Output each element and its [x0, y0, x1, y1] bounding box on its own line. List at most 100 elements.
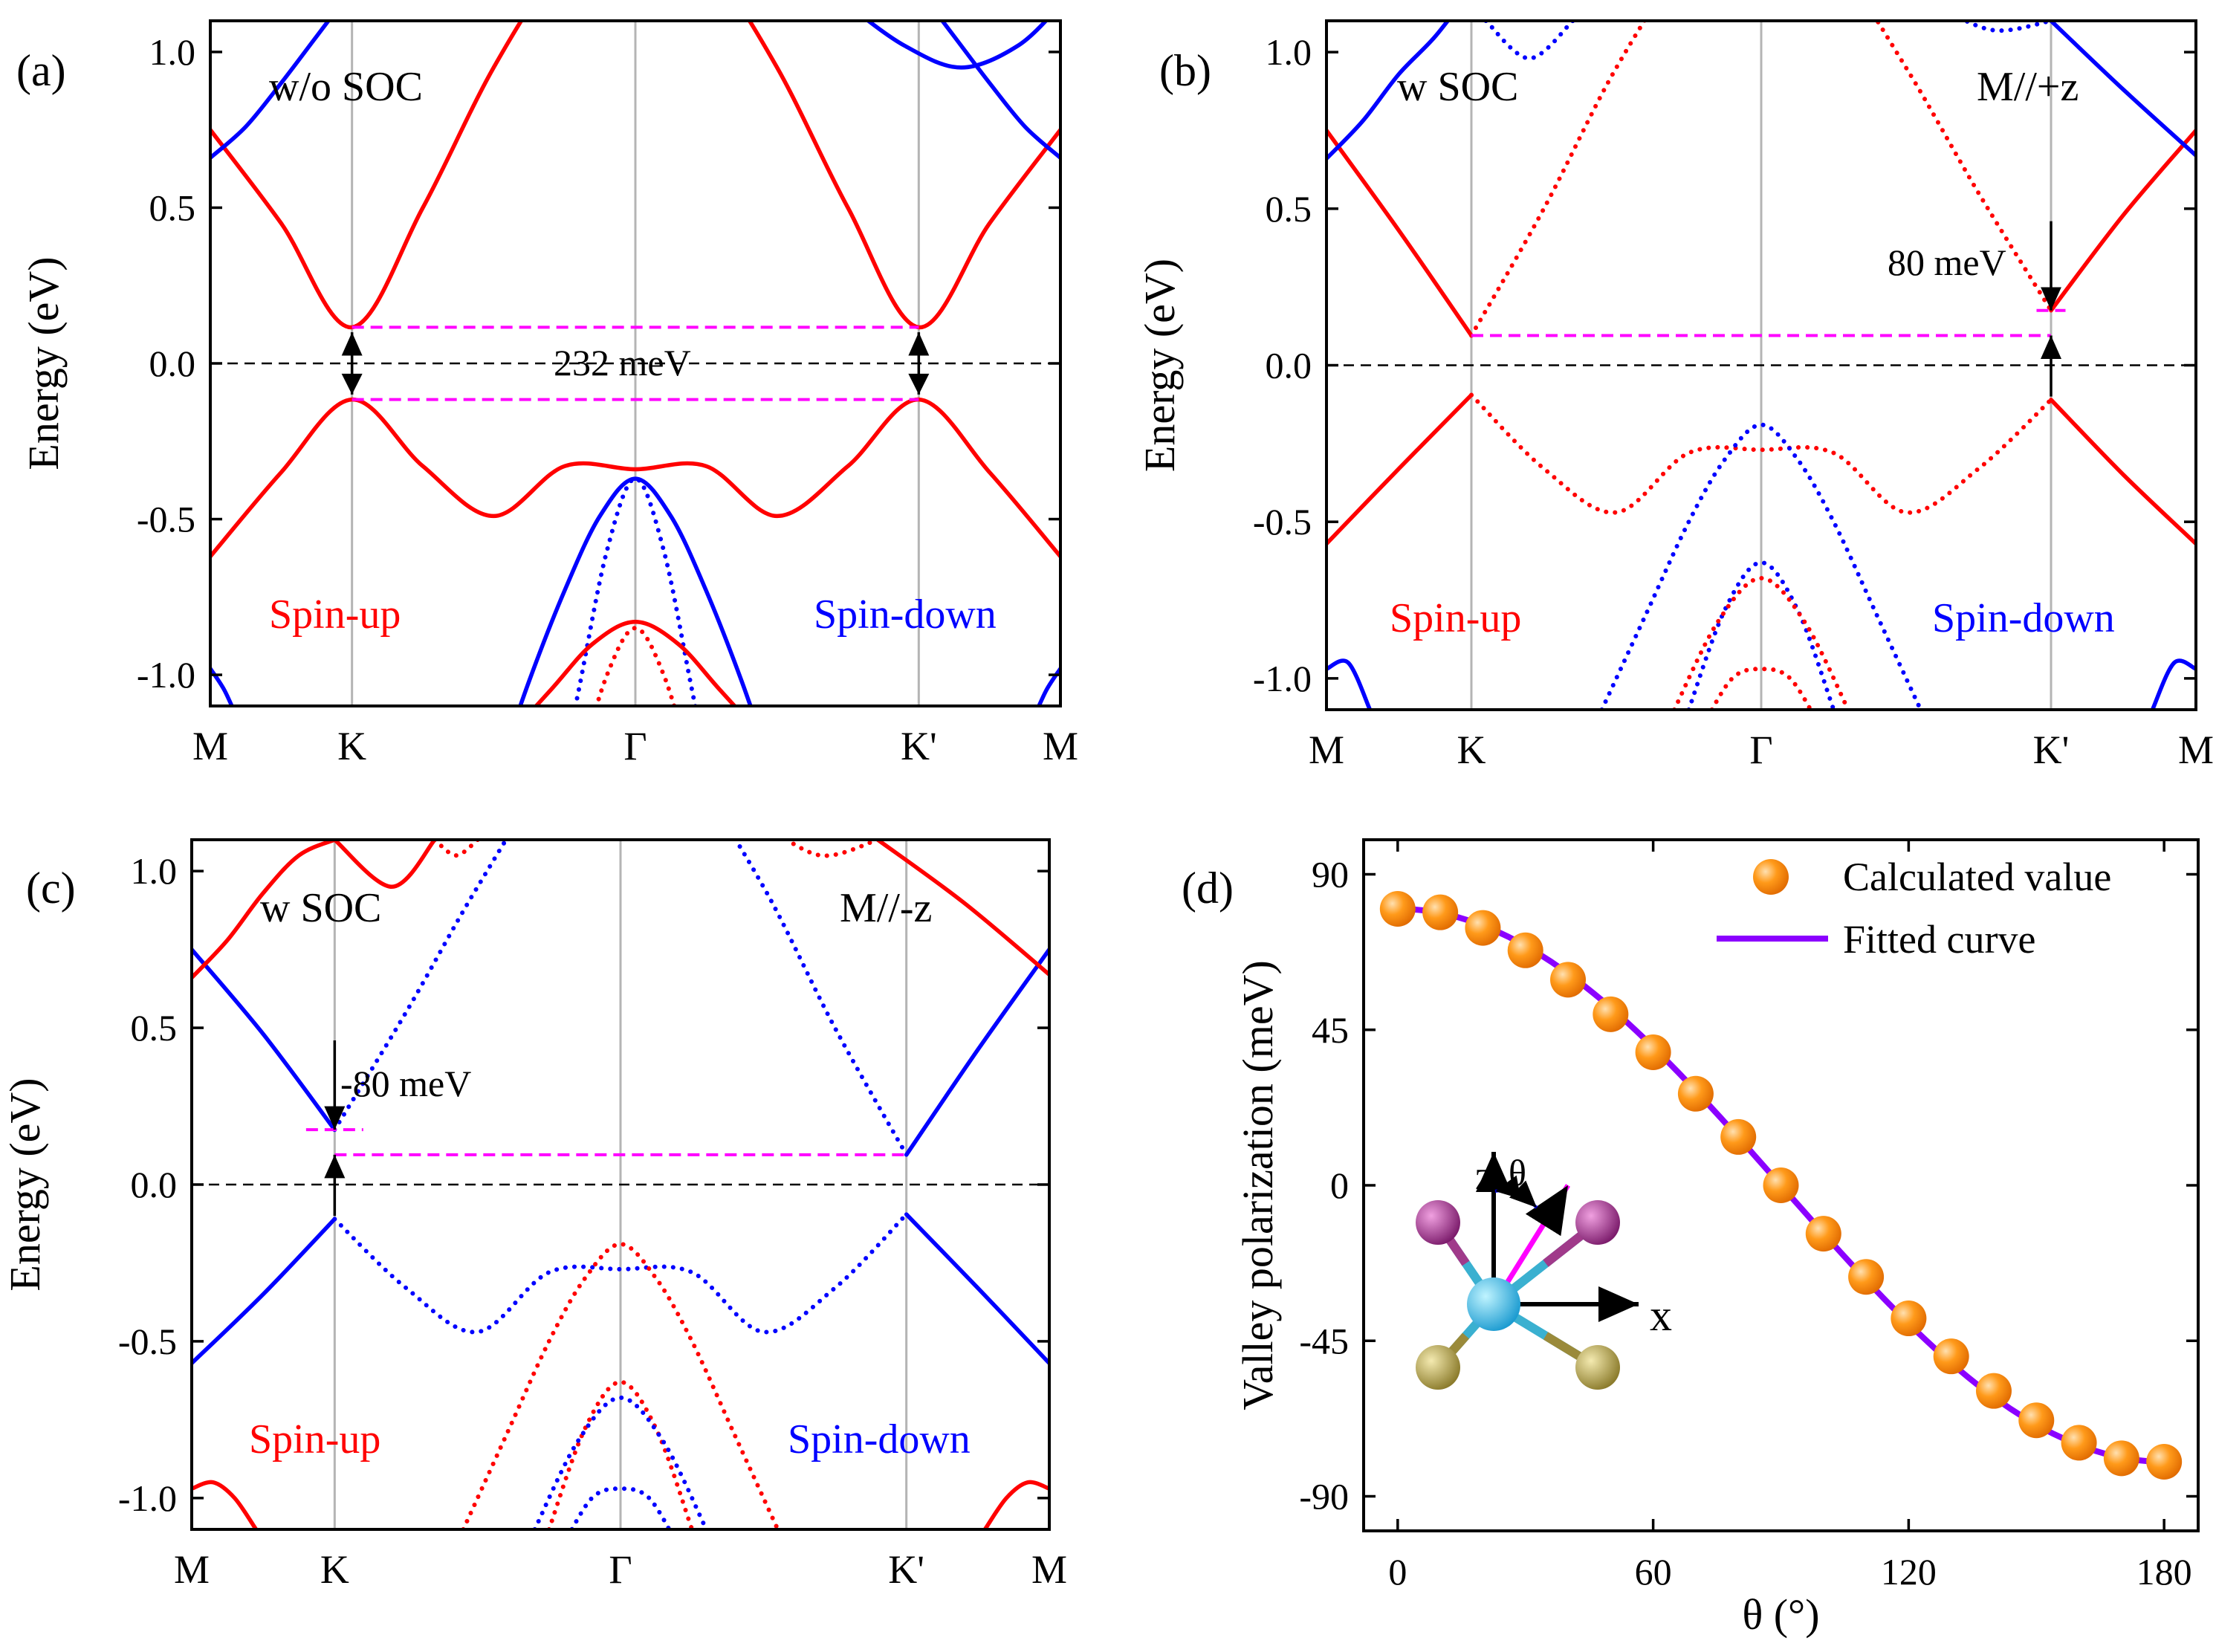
plot-area	[210, 21, 1060, 706]
calculated-point	[1593, 996, 1629, 1032]
band-down-11	[1483, 21, 1575, 61]
soc-label: w SOC	[1397, 64, 1518, 110]
atom-bottom-left	[1416, 1345, 1460, 1390]
x-tick-label: 120	[1881, 1551, 1937, 1593]
band-up-0	[1326, 128, 1474, 338]
band-down-6	[573, 476, 698, 706]
legend-marker-calculated	[1753, 859, 1789, 895]
splitting-label: 232 meV	[554, 342, 691, 383]
x-tick-label: K'	[901, 724, 937, 768]
splitting-label: 80 meV	[1888, 242, 2006, 283]
band-down-12	[1960, 21, 2053, 33]
calculated-point	[1550, 962, 1587, 998]
y-tick-label: 0.5	[1266, 188, 1312, 230]
calculated-point	[1379, 891, 1416, 927]
calculated-point	[2061, 1425, 2097, 1461]
band-down-4	[864, 21, 1049, 70]
band-down-9	[569, 1486, 672, 1529]
atom-top-left	[1416, 1200, 1460, 1245]
calculated-point	[1975, 1373, 2012, 1409]
x-tick-label: K	[320, 1547, 349, 1592]
y-tick-label: 0.5	[149, 187, 196, 228]
x-tick-label: 180	[2136, 1551, 2192, 1593]
band-down-4	[904, 1212, 1049, 1366]
calculated-point	[2146, 1444, 2183, 1480]
band-up-3	[1326, 392, 1474, 546]
y-tick-label: 45	[1312, 1009, 1349, 1051]
band-up-9	[1709, 667, 1813, 710]
calculated-point	[2103, 1440, 2139, 1477]
y-axis-label: Energy (eV)	[19, 256, 68, 470]
calculated-point	[1805, 1216, 1841, 1252]
band-down-13	[2049, 21, 2196, 158]
splitting-label: -80 meV	[340, 1063, 471, 1104]
band-up-10	[192, 840, 337, 980]
band-down-3	[939, 21, 1060, 161]
band-down-6	[1599, 422, 1923, 710]
legend-label-fitted: Fitted curve	[1843, 917, 2035, 962]
y-axis-label: Valley polarization (meV)	[1234, 960, 1282, 1410]
x-tick-label: Γ	[623, 724, 647, 768]
x-tick-label: 60	[1635, 1551, 1672, 1593]
inset-axis-z-label: z	[1475, 1153, 1494, 1199]
y-tick-label: 0.5	[131, 1007, 178, 1049]
calculated-point	[1635, 1034, 1671, 1070]
calculated-point	[1507, 932, 1543, 968]
angle-arc	[1494, 1175, 1538, 1209]
calculated-point	[1933, 1338, 1969, 1375]
soc-label: w/o SOC	[269, 64, 423, 110]
y-tick-label: 1.0	[1266, 31, 1312, 73]
band-down-15	[2150, 658, 2196, 710]
panel-label: (a)	[16, 46, 66, 95]
y-tick-label: 0.0	[1266, 345, 1312, 386]
atom-bottom-right	[1575, 1345, 1620, 1390]
calculated-point	[1763, 1167, 1799, 1203]
x-tick-label: Γ	[609, 1547, 632, 1592]
x-tick-label: M	[174, 1547, 210, 1592]
panel-d: 90 45 0 -45 -90 0 60 120 180 θ (°) Valley polariza…	[1182, 838, 2200, 1639]
plot-area	[192, 840, 1049, 1529]
y-axis-label: Energy (eV)	[1, 1078, 49, 1291]
x-tick-label: K	[337, 724, 366, 768]
panel-b: 1.0 0.5 0.0 -0.5 -1.0 M K Γ K' M Energy (eV) (b) w S…	[1135, 19, 2214, 772]
band-down-7	[1686, 560, 1836, 710]
x-tick-label: K'	[2033, 728, 2070, 772]
band-up-6	[461, 1242, 780, 1529]
x-tick-label: K'	[888, 1547, 924, 1592]
spin-down-label: Spin-down	[814, 592, 997, 638]
band-down-8	[532, 1395, 709, 1529]
y-axis-label: Energy (eV)	[1135, 259, 1184, 472]
y-tick-label: 0.0	[149, 343, 196, 384]
y-tick-label: -1.0	[137, 654, 195, 696]
y-tick-label: 90	[1312, 854, 1349, 895]
x-tick-label: K	[1457, 728, 1486, 772]
panel-label: (c)	[26, 864, 76, 913]
calculated-point	[2018, 1402, 2055, 1439]
plot-area	[1326, 21, 2196, 710]
x-tick-label: M	[1043, 724, 1078, 768]
atom-top-right	[1575, 1200, 1620, 1245]
field-label: M//+z	[1977, 64, 2079, 110]
band-up-1	[210, 397, 1060, 559]
calculated-point	[1465, 910, 1501, 946]
panel-c: 1.0 0.5 0.0 -0.5 -1.0 M K Γ K' M Energy (eV) (c) w S…	[1, 838, 1067, 1592]
band-up-7	[546, 1379, 695, 1529]
band-up-8	[594, 626, 677, 706]
calculated-point	[1422, 894, 1459, 930]
band-up-5	[1469, 392, 2053, 515]
band-up-7	[533, 620, 738, 706]
band-up-4	[2049, 398, 2196, 546]
atom-center	[1467, 1277, 1520, 1331]
x-tick-label: M	[1031, 1547, 1067, 1592]
band-down-2	[210, 21, 331, 161]
y-tick-label: -1.0	[118, 1477, 177, 1519]
field-label: M//-z	[840, 885, 932, 931]
spin-down-label: Spin-down	[1932, 595, 2115, 641]
band-down-2	[332, 840, 909, 1157]
band-down-3	[192, 1217, 337, 1366]
band-down-1	[904, 947, 1049, 1157]
calculated-point	[1677, 1075, 1714, 1112]
x-tick-label: M	[1309, 728, 1344, 772]
band-up-14	[875, 840, 1049, 977]
calculated-point	[1848, 1259, 1885, 1295]
